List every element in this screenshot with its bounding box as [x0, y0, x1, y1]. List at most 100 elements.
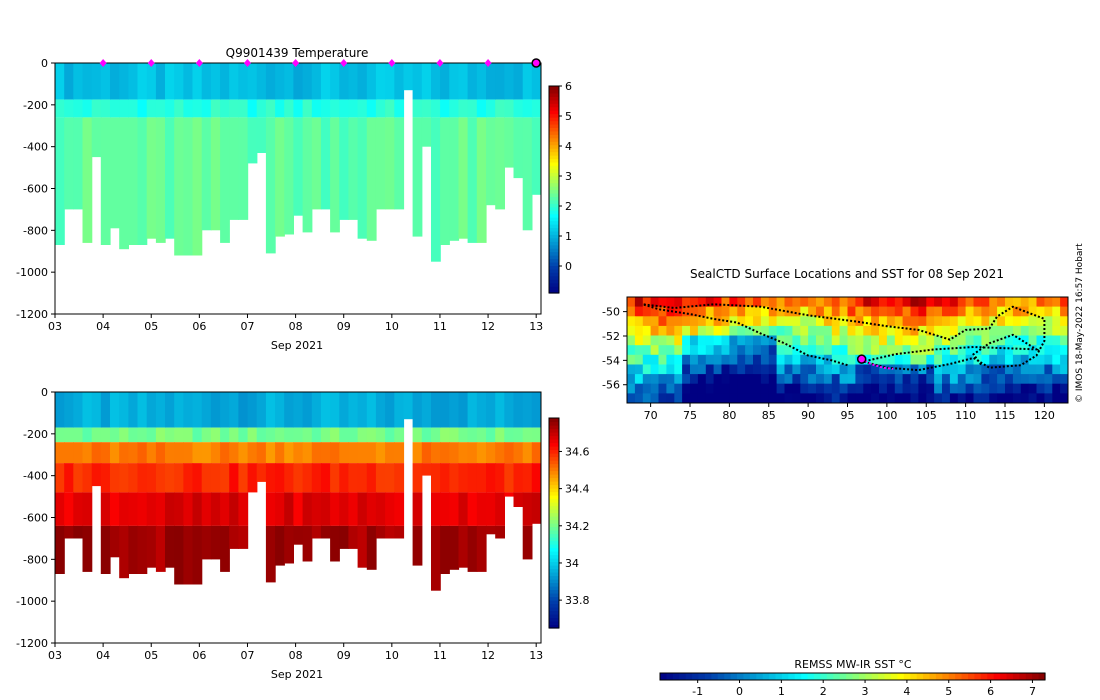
sst-cell: [634, 325, 644, 336]
sst-cell: [816, 383, 825, 394]
section-cell: [82, 492, 93, 526]
section-cell: [394, 427, 405, 443]
section-cell: [247, 117, 258, 164]
section-cell: [330, 63, 340, 100]
section-cell: [229, 392, 239, 428]
section-cell: [128, 117, 139, 245]
sst-cell: [981, 364, 990, 375]
sst-cell: [737, 316, 746, 327]
colorbar-step: [549, 470, 559, 475]
sst-cell: [855, 325, 864, 336]
sst-cell: [800, 325, 809, 336]
colorbar-step: [549, 268, 559, 273]
x-tick-label: 75: [683, 409, 697, 422]
section-cell: [155, 442, 166, 464]
section-cell: [82, 63, 93, 100]
sst-cell: [918, 345, 927, 356]
section-cell: [302, 525, 313, 562]
colorbar-step: [549, 589, 559, 594]
section-cell: [412, 99, 423, 118]
sst-cell: [981, 383, 990, 394]
section-cell: [412, 63, 423, 100]
sst-cell: [1060, 345, 1068, 356]
x-tick-label: 115: [995, 409, 1016, 422]
section-cell: [210, 463, 221, 493]
section-cell: [330, 525, 340, 562]
sst-cell: [768, 316, 778, 327]
section-cell: [100, 492, 111, 526]
x-tick-label: 13: [529, 320, 543, 333]
x-tick-label: 110: [955, 409, 976, 422]
sst-cell: [871, 374, 880, 385]
section-cell: [119, 392, 129, 428]
section-cell: [238, 463, 249, 493]
section-cell: [495, 117, 505, 210]
sst-cell: [705, 306, 715, 317]
colorbar-step: [717, 673, 725, 680]
section-cell: [293, 427, 304, 443]
y-tick-label: -56: [602, 379, 620, 392]
colorbar-step: [769, 673, 777, 680]
sst-cell: [1028, 393, 1037, 403]
sst-cell: [1060, 393, 1068, 403]
temperature-panel: Q9901439 Temperature 0 -200 -400 -600 -800 -1…: [16, 46, 572, 352]
sst-cell: [863, 345, 872, 356]
sst-cell: [1020, 364, 1030, 375]
sst-cell: [816, 364, 825, 375]
colorbar-step: [942, 673, 950, 680]
colorbar-step: [666, 673, 674, 680]
sst-cell: [871, 354, 880, 365]
sst-cell: [997, 316, 1006, 327]
section-cell: [421, 99, 432, 118]
colorbar-step: [549, 120, 559, 125]
section-cell: [91, 463, 102, 487]
section-cell: [55, 463, 65, 493]
sst-cell: [1060, 354, 1068, 365]
section-cell: [522, 117, 533, 231]
section-cell: [238, 525, 249, 549]
sst-cell: [1044, 364, 1053, 375]
section-cell: [192, 442, 203, 464]
section-cell: [192, 525, 203, 585]
section-cell: [100, 463, 111, 493]
section-cell: [55, 442, 65, 464]
colorbar-step: [549, 579, 559, 584]
section-cell: [229, 117, 239, 220]
colorbar-step: [948, 673, 956, 680]
sst-cell: [658, 306, 667, 317]
sst-cell: [863, 393, 872, 403]
sst-cell: [1005, 374, 1014, 385]
sst-cell: [1060, 364, 1068, 375]
section-cell: [100, 427, 111, 443]
sst-cell: [674, 335, 683, 346]
section-cell: [210, 117, 221, 231]
sst-cell: [926, 335, 935, 346]
sst-cell: [981, 316, 990, 327]
section-cell: [495, 525, 505, 539]
colorbar-step: [549, 279, 559, 284]
colorbar-step: [549, 96, 559, 101]
section-cell: [320, 117, 331, 210]
section-cell: [311, 442, 322, 464]
section-cell: [339, 99, 350, 118]
colorbar-step: [549, 165, 559, 170]
sst-cell: [957, 345, 967, 356]
sst-cell: [981, 345, 990, 356]
sst-cell: [682, 393, 691, 403]
section-cell: [495, 442, 505, 464]
sst-cell: [808, 335, 817, 346]
sst-cell: [674, 364, 683, 375]
section-cell: [293, 463, 304, 493]
sst-cell: [713, 374, 722, 385]
sst-cell: [650, 393, 659, 403]
section-cell: [201, 117, 212, 231]
section-cell: [73, 463, 84, 493]
section-cell: [220, 427, 230, 443]
colorbar-step: [549, 533, 559, 538]
section-cell: [256, 99, 267, 118]
section-cell: [449, 117, 460, 241]
section-cell: [192, 492, 203, 526]
sst-cell: [965, 393, 974, 403]
sst-cell: [981, 306, 990, 317]
section-cell: [128, 442, 139, 464]
